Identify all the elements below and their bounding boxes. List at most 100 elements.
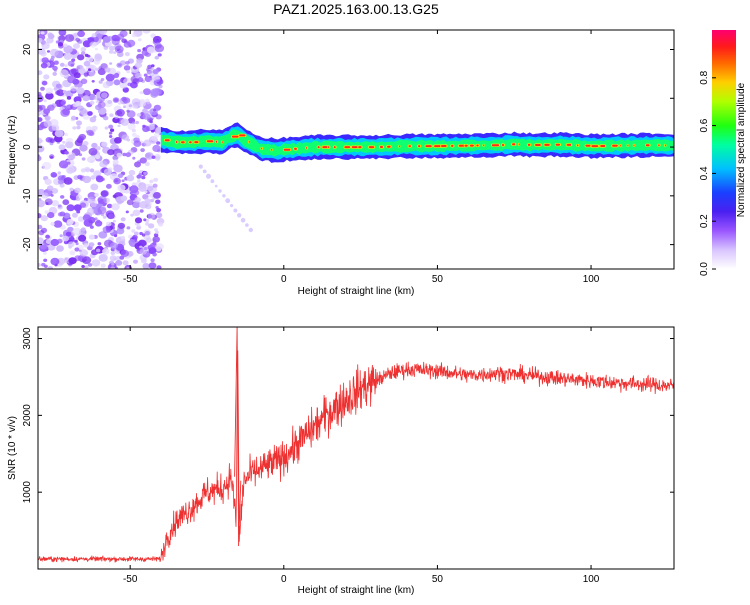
noise-blob (50, 172, 58, 178)
noise-blob (43, 99, 47, 103)
noise-blob (69, 187, 74, 192)
noise-blob (142, 30, 151, 34)
noise-blob (41, 80, 48, 86)
noise-blob (151, 136, 158, 142)
noise-blob (59, 234, 63, 238)
noise-blob (51, 200, 59, 207)
noise-blob (38, 145, 45, 153)
noise-blob (126, 199, 134, 206)
ridge-hot-red (379, 146, 383, 148)
noise-blob (89, 168, 95, 173)
ridge-hot-red (664, 144, 666, 147)
noise-blob (128, 169, 136, 176)
ridge-hot-red (483, 144, 485, 147)
noise-blob (105, 221, 112, 227)
noise-blob (60, 195, 65, 199)
noise-blob (83, 60, 91, 67)
noise-blob (133, 140, 142, 147)
noise-blob (69, 250, 76, 256)
noise-blob (66, 152, 76, 160)
noise-blob (45, 234, 50, 239)
noise-blob (143, 171, 148, 176)
ridge-hot-red (283, 148, 291, 151)
snr-spike (234, 327, 242, 547)
ridge-hot-red (175, 141, 178, 143)
noise-blob (151, 155, 156, 159)
noise-blob (156, 141, 161, 145)
noise-blob (56, 245, 64, 252)
noise-blob (44, 210, 49, 214)
ridge-hot-red (239, 134, 246, 137)
noise-blob (95, 154, 101, 160)
noise-blob (149, 179, 154, 184)
ridge-hot-red (535, 144, 541, 146)
artifact-dot (248, 227, 253, 233)
noise-blob (88, 68, 92, 72)
noise-blob (75, 197, 81, 202)
noise-blob (52, 65, 58, 71)
ridge-hot-red (501, 144, 505, 146)
noise-blob (136, 135, 140, 139)
noise-blob (43, 74, 50, 80)
noise-blob (155, 212, 163, 219)
noise-blob (144, 152, 154, 160)
ridge-hot-red (221, 141, 223, 144)
noise-blob (143, 247, 148, 251)
noise-blob (137, 77, 144, 83)
noise-blob (135, 120, 140, 125)
noise-blob (155, 230, 159, 234)
noise-blob (84, 265, 89, 269)
ridge-hot-red (518, 143, 520, 146)
noise-blob (46, 185, 54, 191)
noise-blob (97, 197, 103, 203)
noise-blob (126, 110, 136, 118)
ridge-hot-red (261, 147, 263, 150)
noise-blob (144, 161, 150, 167)
noise-blob (87, 196, 96, 204)
noise-blob (81, 51, 86, 55)
noise-blob (88, 234, 95, 240)
noise-blob (83, 72, 89, 77)
noise-blob (97, 206, 107, 215)
noise-blob (81, 227, 86, 232)
noise-blob (150, 72, 155, 77)
noise-blob (152, 68, 159, 75)
noise-blob (154, 44, 165, 53)
ridge-hot-red (527, 143, 531, 146)
noise-blob (38, 117, 43, 122)
noise-blob (124, 52, 130, 57)
noise-blob (132, 201, 141, 209)
ridge-hot-red (645, 144, 650, 147)
noise-blob (143, 218, 147, 222)
noise-blob (152, 238, 157, 243)
noise-blob (91, 259, 101, 267)
top-x-axis-label: Height of straight line (km) (298, 286, 415, 297)
noise-blob (134, 231, 139, 236)
noise-blob (153, 79, 162, 87)
noise-blob (85, 168, 91, 173)
noise-blob (95, 175, 104, 183)
noise-blob (93, 96, 99, 100)
noise-blob (105, 73, 115, 82)
noise-blob (143, 139, 152, 147)
colorbar-tick-label: 0.6 (699, 118, 710, 132)
noise-blob (114, 115, 119, 119)
noise-blob (80, 168, 86, 173)
noise-blob (145, 203, 152, 210)
noise-blob (63, 45, 73, 54)
noise-blob (152, 241, 157, 246)
noise-blob (64, 150, 69, 155)
noise-blob (57, 204, 62, 208)
ridge-hot-red (387, 145, 391, 148)
noise-blob (115, 260, 123, 266)
noise-blob (38, 198, 42, 201)
noise-blob (62, 140, 66, 144)
noise-blob (59, 69, 69, 78)
bottom-y-axis-label: SNR (10 * v/v) (7, 416, 18, 480)
ridge-hot-red (248, 140, 250, 143)
noise-blob (41, 57, 49, 64)
noise-blob (114, 45, 124, 54)
noise-blob (152, 183, 158, 188)
